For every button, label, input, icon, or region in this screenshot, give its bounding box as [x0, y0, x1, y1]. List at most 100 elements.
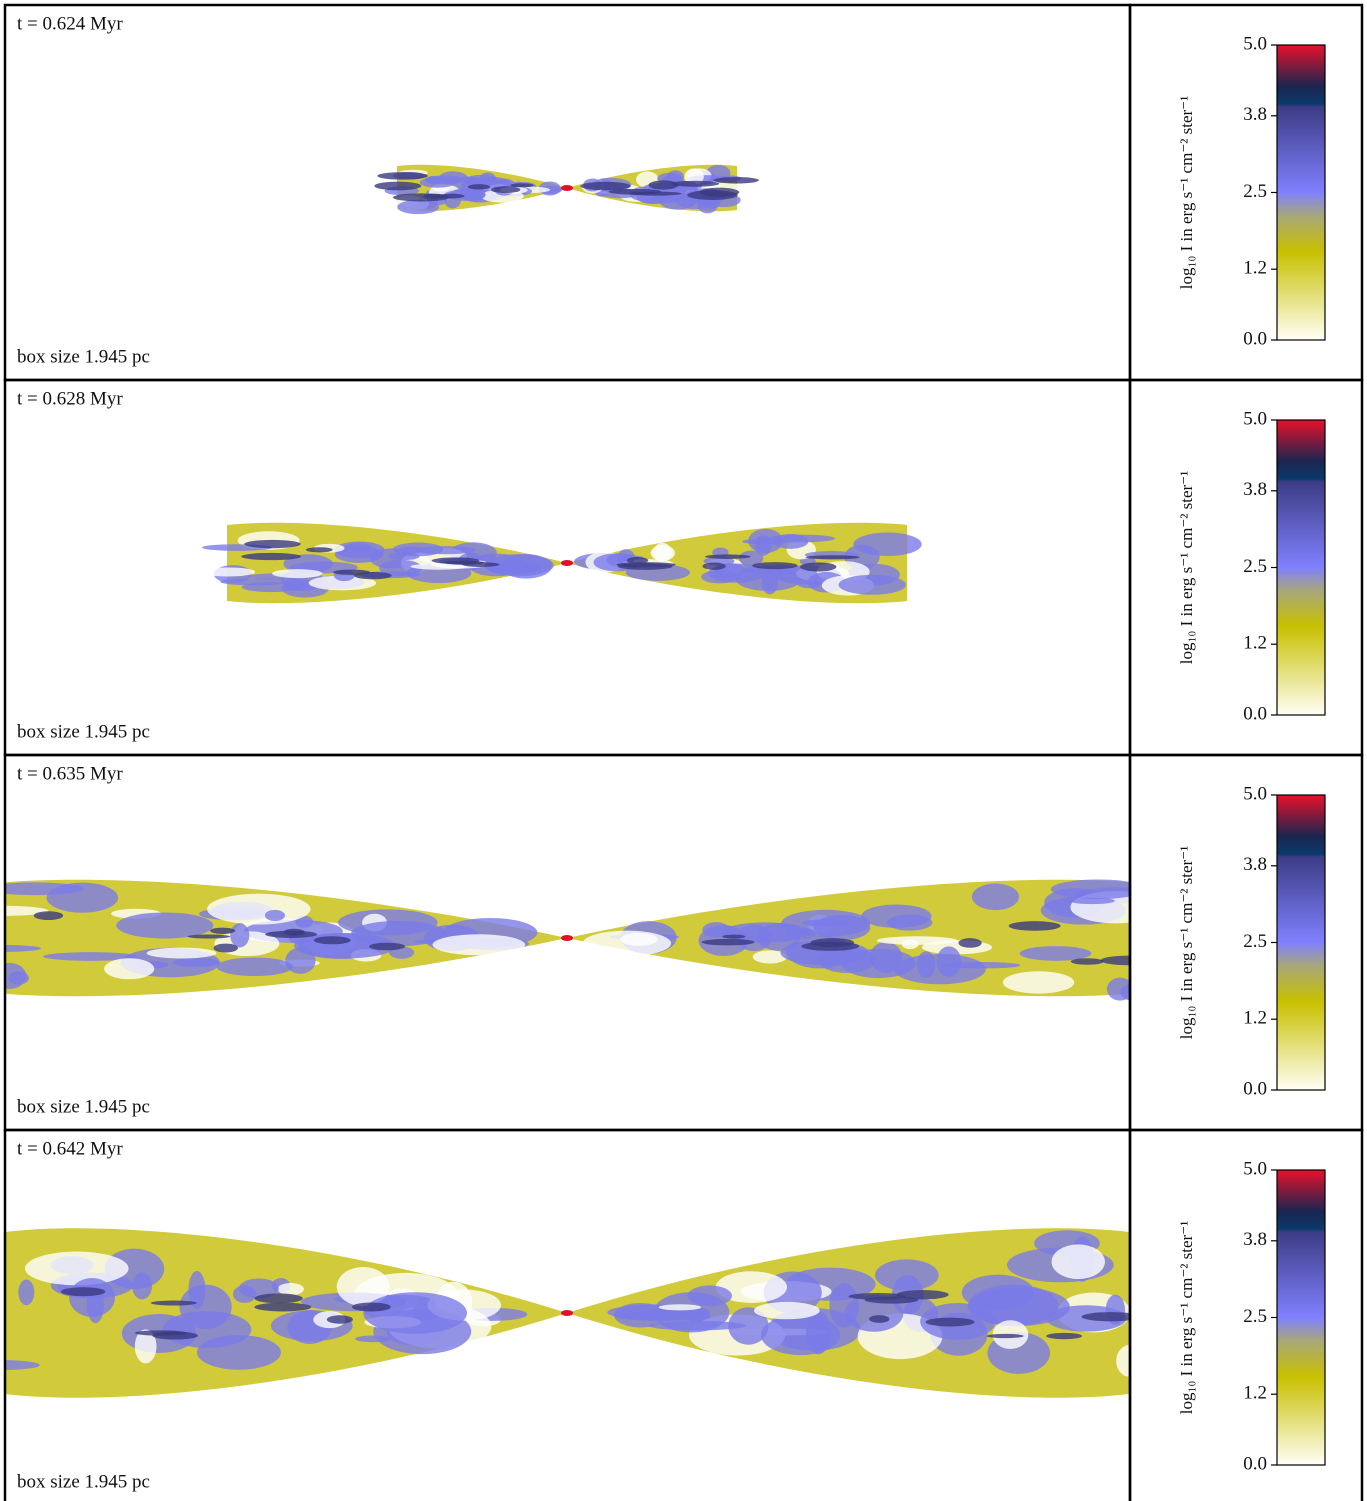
- emission-clump: [33, 911, 64, 921]
- emission-clump: [254, 1302, 312, 1312]
- time-label: t = 0.635 Myr: [17, 763, 123, 784]
- emission-clump: [264, 909, 285, 921]
- colorbar: [1276, 794, 1326, 1091]
- emission-clump: [687, 1285, 732, 1307]
- emission-clump: [305, 547, 333, 553]
- colorbar: [1276, 1169, 1326, 1466]
- emission-clump: [397, 199, 440, 215]
- emission-clump: [864, 1296, 919, 1304]
- emission-clump: [277, 1282, 304, 1296]
- emission-clump: [648, 180, 679, 190]
- emission-clump: [308, 575, 377, 591]
- emission-clump: [968, 1284, 1059, 1327]
- emission-clump: [313, 936, 351, 945]
- emission-clump: [363, 1292, 468, 1334]
- emission-clump: [104, 958, 155, 980]
- emission-clump: [702, 562, 726, 570]
- image-frame: [3, 378, 1132, 757]
- emission-clump: [1081, 1312, 1130, 1322]
- emission-clump: [510, 183, 534, 188]
- colorbar-tick-label: 3.8: [1243, 854, 1267, 875]
- emission-clump: [754, 535, 772, 556]
- emission-clump: [5, 962, 27, 990]
- emission-clump: [5, 1360, 40, 1370]
- emission-clump: [283, 554, 333, 574]
- box-size-label: box size 1.945 pc: [17, 1096, 150, 1117]
- jet-core: [561, 185, 573, 191]
- emission-clump: [207, 893, 311, 925]
- emission-clump: [702, 922, 730, 938]
- emission-clump: [772, 533, 809, 549]
- emission-clump: [5, 944, 42, 952]
- emission-clump: [853, 532, 922, 557]
- emission-clump: [146, 947, 217, 959]
- emission-clump: [626, 556, 649, 564]
- emission-clump: [684, 168, 704, 185]
- colorbar: [1276, 44, 1326, 341]
- simulation-image: [5, 879, 1130, 1001]
- time-label: t = 0.624 Myr: [17, 13, 123, 34]
- emission-clump: [752, 562, 798, 570]
- emission-clump: [1019, 946, 1092, 961]
- emission-clump: [887, 914, 933, 931]
- colorbar-tick-label: 3.8: [1243, 479, 1267, 500]
- emission-clump: [754, 1301, 820, 1320]
- emission-clump: [1116, 1345, 1130, 1377]
- colorbar-tick-label: 5.0: [1243, 783, 1267, 804]
- emission-clump: [608, 188, 662, 195]
- colorbar-tick-label: 3.8: [1243, 104, 1267, 125]
- image-frame: [3, 3, 1132, 382]
- emission-clump: [805, 555, 860, 560]
- emission-clump: [874, 1259, 939, 1291]
- emission-clump: [838, 574, 906, 595]
- emission-clump: [617, 563, 673, 570]
- emission-clump: [220, 578, 289, 586]
- simulation-image: [5, 1228, 1130, 1398]
- emission-clump: [387, 552, 420, 561]
- emission-clump: [1069, 897, 1115, 905]
- emission-clump: [230, 923, 250, 948]
- colorbar-tick-label: 5.0: [1243, 408, 1267, 429]
- emission-clump: [336, 1267, 390, 1307]
- emission-clump: [334, 541, 385, 559]
- emission-clump: [958, 938, 982, 948]
- panel: t = 0.642 Myr box size 1.945 pc 0.0 1.2 2.5 3…: [3, 1128, 1364, 1501]
- emission-clump: [869, 1315, 890, 1323]
- emission-clump: [752, 950, 788, 964]
- emission-clump: [670, 180, 720, 187]
- emission-clump: [943, 962, 1021, 969]
- emission-clump: [43, 952, 138, 961]
- emission-clump: [464, 174, 499, 187]
- emission-clump: [658, 1304, 702, 1311]
- emission-clump: [213, 943, 238, 953]
- emission-clump: [648, 1320, 746, 1331]
- emission-clump: [283, 577, 305, 590]
- emission-clump: [490, 186, 521, 194]
- emission-clump: [925, 1317, 975, 1327]
- emission-clump: [1008, 921, 1061, 931]
- emission-clump: [436, 193, 465, 199]
- emission-clump: [760, 1314, 841, 1356]
- emission-clump: [432, 934, 526, 956]
- jet-core: [561, 1310, 573, 1316]
- colorbar-tick-label: 2.5: [1243, 931, 1267, 952]
- emission-clump: [414, 546, 477, 555]
- emission-clump: [134, 1329, 157, 1364]
- colorbar-label: log₁₀ I in erg s⁻¹ cm⁻² ster⁻¹: [1177, 96, 1196, 290]
- emission-clump: [785, 927, 817, 940]
- colorbar-tick-label: 3.8: [1243, 1229, 1267, 1250]
- emission-clump: [1046, 1332, 1083, 1340]
- jet-core: [561, 560, 573, 566]
- simulation-image: [374, 164, 759, 215]
- emission-clump: [687, 190, 738, 200]
- colorbar-frame: [1128, 1128, 1364, 1501]
- emission-clump: [238, 1278, 279, 1299]
- emission-clump: [917, 951, 936, 978]
- panel: t = 0.628 Myr box size 1.945 pc 0.0 1.2 2.5 3…: [3, 378, 1364, 757]
- colorbar-tick-label: 1.2: [1243, 258, 1267, 279]
- emission-clump: [179, 1284, 232, 1329]
- emission-clump: [379, 559, 423, 577]
- box-size-label: box size 1.945 pc: [17, 721, 150, 742]
- emission-clump: [116, 912, 214, 939]
- emission-clump: [1051, 1244, 1105, 1280]
